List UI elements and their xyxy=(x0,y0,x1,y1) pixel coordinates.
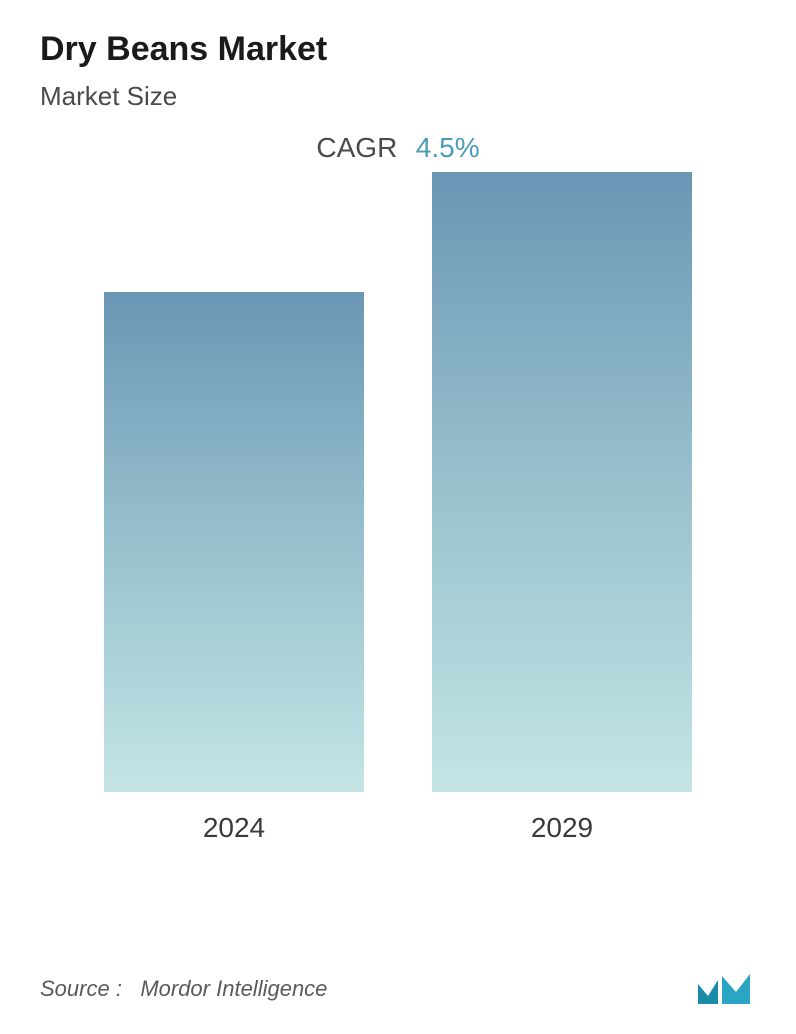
bars-container: 2024 2029 xyxy=(40,204,756,844)
cagr-value: 4.5% xyxy=(416,132,480,164)
bar-1 xyxy=(432,172,692,792)
chart-area: 2024 2029 xyxy=(40,204,756,904)
chart-subtitle: Market Size xyxy=(40,81,756,112)
bar-wrapper-1: 2029 xyxy=(427,172,697,844)
bar-label-1: 2029 xyxy=(531,812,593,844)
footer: Source : Mordor Intelligence xyxy=(40,972,756,1006)
cagr-row: CAGR 4.5% xyxy=(40,132,756,164)
bar-wrapper-0: 2024 xyxy=(99,292,369,844)
source-text: Source : Mordor Intelligence xyxy=(40,976,327,1002)
bar-label-0: 2024 xyxy=(203,812,265,844)
bar-0 xyxy=(104,292,364,792)
mordor-logo-icon xyxy=(696,972,756,1006)
source-label: Source : xyxy=(40,976,122,1001)
chart-title: Dry Beans Market xyxy=(40,30,756,69)
cagr-label: CAGR xyxy=(316,132,397,164)
source-name: Mordor Intelligence xyxy=(140,976,327,1001)
